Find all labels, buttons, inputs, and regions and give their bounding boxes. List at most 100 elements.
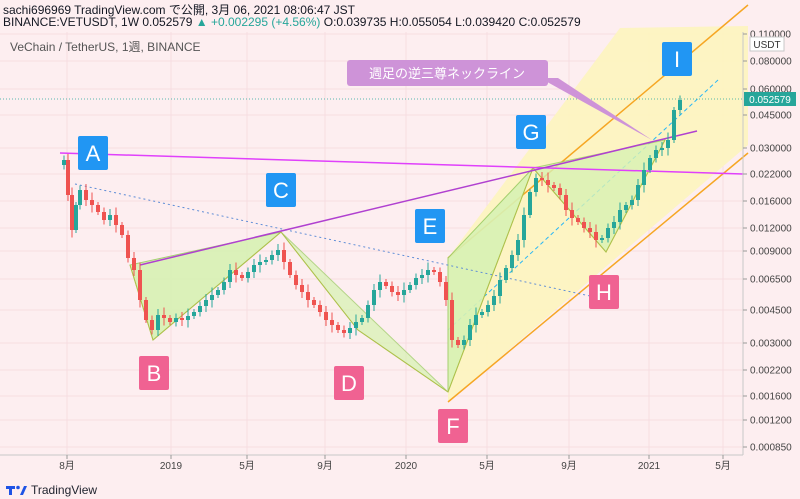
candle-body <box>168 318 172 322</box>
price-tick-label: 0.030000 <box>750 144 792 155</box>
candle-body <box>654 150 658 158</box>
price-tick-label: 0.022000 <box>750 170 792 181</box>
candle-body <box>540 178 544 180</box>
candle-body <box>66 160 70 195</box>
candle-body <box>84 190 88 200</box>
last-price-box <box>744 92 796 106</box>
candle-body <box>390 286 394 292</box>
branding: TradingView <box>6 483 97 497</box>
candle-body <box>324 312 328 320</box>
candle-body <box>258 262 262 265</box>
candle-body <box>228 270 232 282</box>
candle-body <box>74 205 78 230</box>
time-tick-label: 2021 <box>638 461 661 472</box>
candle-body <box>294 275 298 285</box>
candle-body <box>420 275 424 278</box>
svg-text:TradingView: TradingView <box>31 483 97 497</box>
candle-body <box>144 300 148 320</box>
candle-body <box>546 180 550 185</box>
candle-body <box>612 222 616 228</box>
wave-label-e: E <box>415 209 445 243</box>
candle-body <box>552 185 556 188</box>
candle-body <box>246 272 250 278</box>
time-axis: 8月 2019 5月 9月 2020 5月 9月 2021 5月 <box>59 455 731 472</box>
candle-body <box>570 210 574 218</box>
price-tick-label: 0.004500 <box>750 306 792 317</box>
candle-body <box>396 292 400 295</box>
candle-body <box>78 190 82 205</box>
candle-body <box>312 300 316 305</box>
price-tick-label: 0.060000 <box>750 85 792 96</box>
candle-body <box>642 170 646 185</box>
wave-label-c: C <box>266 173 296 207</box>
svg-text:C: C <box>273 178 289 203</box>
candle-body <box>438 272 442 282</box>
candle-body <box>378 282 382 290</box>
svg-text:D: D <box>341 371 357 396</box>
candle-body <box>354 322 358 328</box>
candle-body <box>210 295 214 300</box>
candle-body <box>588 228 592 232</box>
candle-body <box>516 240 520 255</box>
price-tick-label: 0.003000 <box>750 339 792 350</box>
candle-body <box>414 278 418 285</box>
candle-body <box>522 215 526 240</box>
candle-body <box>102 212 106 220</box>
candle-body <box>504 268 508 280</box>
candle-body <box>96 205 100 212</box>
svg-text:F: F <box>446 414 459 439</box>
candle-body <box>444 282 448 300</box>
candle-body <box>120 225 124 235</box>
price-tick-label: 0.006500 <box>750 275 792 286</box>
svg-text:A: A <box>86 141 101 166</box>
time-tick-label: 9月 <box>317 460 333 472</box>
price-tick-label: 0.045000 <box>750 111 792 122</box>
candle-body <box>306 292 310 300</box>
candle-body <box>108 215 112 220</box>
candle-body <box>468 325 472 340</box>
candle-body <box>282 250 286 262</box>
candle-body <box>606 228 610 238</box>
time-tick-label: 9月 <box>561 460 577 472</box>
candle-body <box>510 255 514 268</box>
candle-body <box>558 188 562 195</box>
candle-body <box>618 210 622 222</box>
callout-text: 週足の逆三尊ネックライン <box>369 66 525 82</box>
candle-body <box>318 305 322 312</box>
candle-body <box>198 306 202 312</box>
price-tick-label: 0.016000 <box>750 197 792 208</box>
candle-body <box>384 282 388 286</box>
candle-body <box>276 250 280 255</box>
candle-body <box>174 318 178 322</box>
footer-bar <box>0 478 800 499</box>
candle-body <box>426 270 430 275</box>
candle-body <box>636 185 640 200</box>
candle-body <box>150 320 154 330</box>
price-change: ▲ +0.002295 (+4.56%) <box>195 15 321 29</box>
candle-body <box>600 238 604 240</box>
magenta-horizontal <box>59 152 744 175</box>
currency-box <box>749 36 785 52</box>
candle-body <box>330 320 334 325</box>
candle-body <box>62 160 66 165</box>
candle-body <box>114 215 118 225</box>
wave-label-h: H <box>589 275 619 309</box>
candle-body <box>432 270 436 272</box>
chart-title: VeChain / TetherUS, 1週, BINANCE <box>10 40 201 54</box>
candle-body <box>234 270 238 275</box>
candle-body <box>648 158 652 170</box>
candle-body <box>222 282 226 290</box>
svg-text:G: G <box>522 120 539 145</box>
price-tick-label: 0.012000 <box>750 224 792 235</box>
candle-body <box>594 232 598 240</box>
candle-body <box>666 140 670 148</box>
candle-body <box>138 270 142 300</box>
candle-body <box>192 312 196 316</box>
candle-body <box>132 258 136 270</box>
candle-body <box>90 200 94 205</box>
price-tick-label: 0.000850 <box>750 443 792 454</box>
candle-body <box>630 200 634 205</box>
candle-body <box>156 315 160 330</box>
wave-label-i: I <box>662 42 692 76</box>
